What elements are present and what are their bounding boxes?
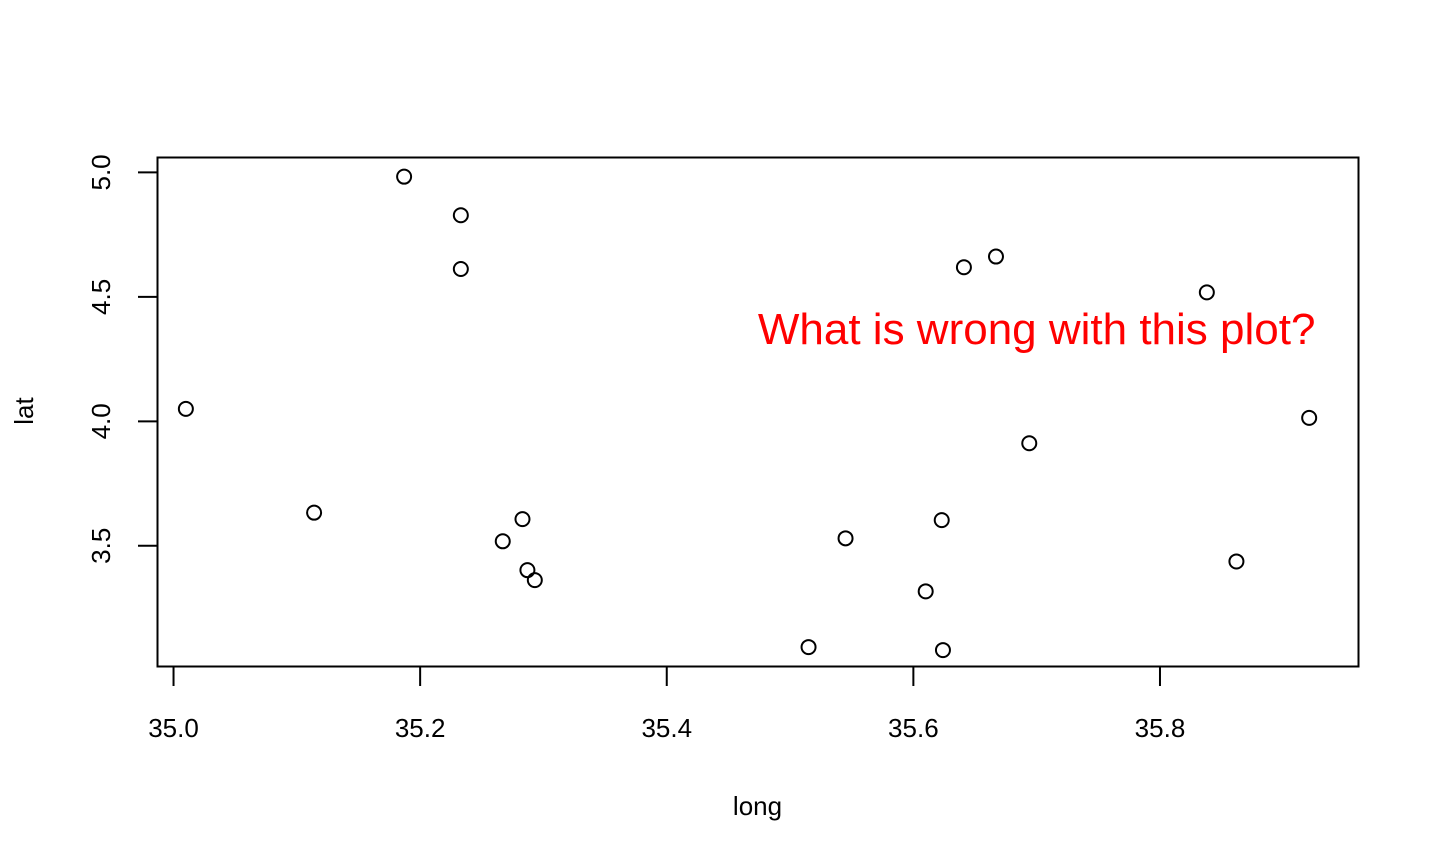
data-point (526, 572, 543, 589)
annotation-text: What is wrong with this plot? (758, 305, 1316, 354)
data-point (837, 530, 854, 547)
data-point (955, 259, 972, 276)
data-point (177, 400, 194, 417)
y-tick-label: 4.5 (86, 279, 116, 315)
x-tick-label: 35.4 (641, 713, 692, 743)
data-point (306, 504, 323, 521)
y-tick-label: 5.0 (86, 154, 116, 190)
y-tick-label: 3.5 (86, 528, 116, 564)
x-tick-label: 35.8 (1135, 713, 1186, 743)
data-point (452, 261, 469, 278)
data-point (514, 511, 531, 528)
x-tick-label: 35.2 (395, 713, 446, 743)
x-tick-label: 35.0 (148, 713, 199, 743)
data-point (494, 533, 511, 550)
data-point (1021, 435, 1038, 452)
data-point (396, 168, 413, 185)
data-point (519, 562, 536, 579)
data-points (177, 168, 1318, 659)
y-tick-label: 4.0 (86, 403, 116, 439)
x-axis: 35.0 35.2 35.4 35.6 35.8 (148, 665, 1186, 743)
data-point (800, 639, 817, 656)
data-point (934, 642, 951, 659)
data-point (452, 207, 469, 224)
plot-frame (156, 156, 1360, 668)
y-axis: 3.5 4.0 4.5 5.0 (86, 154, 159, 564)
x-tick-label: 35.6 (888, 713, 939, 743)
data-point (1228, 553, 1245, 570)
y-axis-label: lat (9, 396, 39, 424)
data-point (1301, 409, 1318, 426)
data-point (917, 583, 934, 600)
data-point (1198, 284, 1215, 301)
data-point (933, 512, 950, 529)
data-point (987, 248, 1004, 265)
x-axis-label: long (733, 791, 782, 821)
